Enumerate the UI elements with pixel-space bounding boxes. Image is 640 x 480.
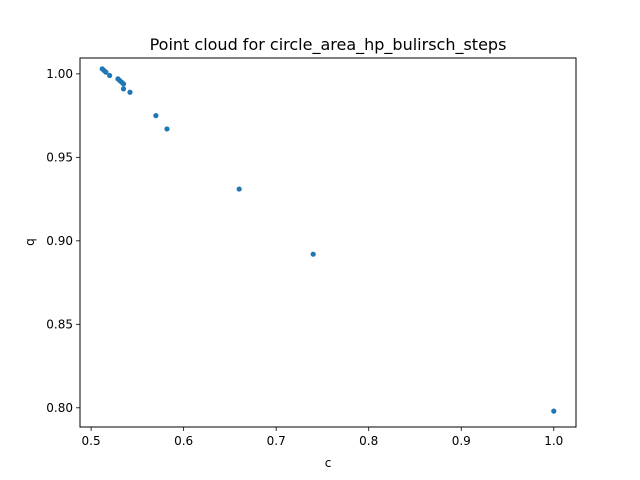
data-point	[551, 408, 557, 414]
y-tick-label: 1.00	[46, 67, 73, 81]
data-point	[236, 186, 242, 192]
x-tick-label: 0.8	[359, 434, 378, 448]
x-axis-label: c	[325, 456, 332, 470]
data-point	[153, 113, 159, 119]
x-axis-ticks: 0.5 0.6 0.7 0.8 0.9 1.0	[82, 427, 563, 448]
x-tick-label: 0.7	[267, 434, 286, 448]
y-tick-label: 0.80	[46, 401, 73, 415]
y-tick-label: 0.85	[46, 317, 73, 331]
y-axis-ticks: 0.80 0.85 0.90 0.95 1.00	[46, 67, 80, 415]
data-point	[310, 251, 316, 257]
data-point	[103, 69, 109, 75]
x-tick-label: 0.5	[82, 434, 101, 448]
y-tick-label: 0.95	[46, 150, 73, 164]
data-point	[120, 86, 127, 92]
plot-frame	[79, 57, 577, 428]
y-tick-label: 0.90	[46, 234, 73, 248]
data-point	[127, 89, 133, 95]
data-point	[120, 81, 127, 87]
x-tick-label: 1.0	[544, 434, 563, 448]
data-point	[164, 126, 170, 132]
data-point	[107, 72, 113, 79]
y-axis-label: q	[23, 238, 37, 246]
chart-title: Point cloud for circle_area_hp_bulirsch_…	[150, 35, 507, 55]
data-points	[99, 66, 557, 414]
x-tick-label: 0.9	[452, 434, 471, 448]
x-tick-label: 0.6	[174, 434, 193, 448]
